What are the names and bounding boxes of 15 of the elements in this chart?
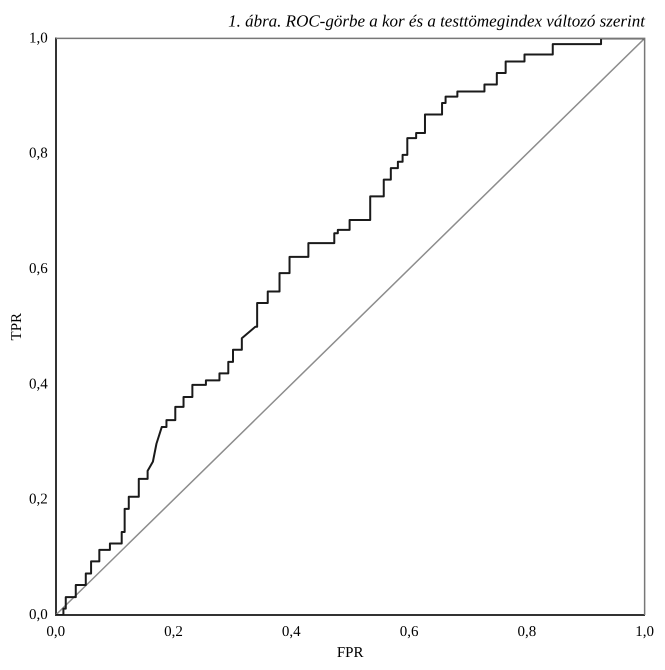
x-tick-label: 0,2 xyxy=(164,624,183,640)
x-tick-label: 0,6 xyxy=(400,624,419,640)
y-tick-label: 0,0 xyxy=(29,606,48,623)
x-tick-label: 0,0 xyxy=(46,624,66,640)
y-tick-label: 1,0 xyxy=(29,30,48,46)
y-tick-label: 0,2 xyxy=(29,492,48,508)
x-axis-title: FPR xyxy=(336,644,364,661)
y-tick-label: 0,4 xyxy=(29,376,48,392)
y-axis-title: TPR xyxy=(8,312,25,340)
chart-title: 1. ábra. ROC-görbe a kor és a testtömegindex változó szerint xyxy=(228,12,646,31)
x-tick-label: 1,0 xyxy=(635,624,654,640)
x-tick-label: 0,8 xyxy=(517,624,536,640)
y-tick-label: 0,8 xyxy=(29,146,48,162)
x-tick-label: 0,4 xyxy=(282,624,302,640)
y-tick-label: 0,6 xyxy=(29,260,48,277)
